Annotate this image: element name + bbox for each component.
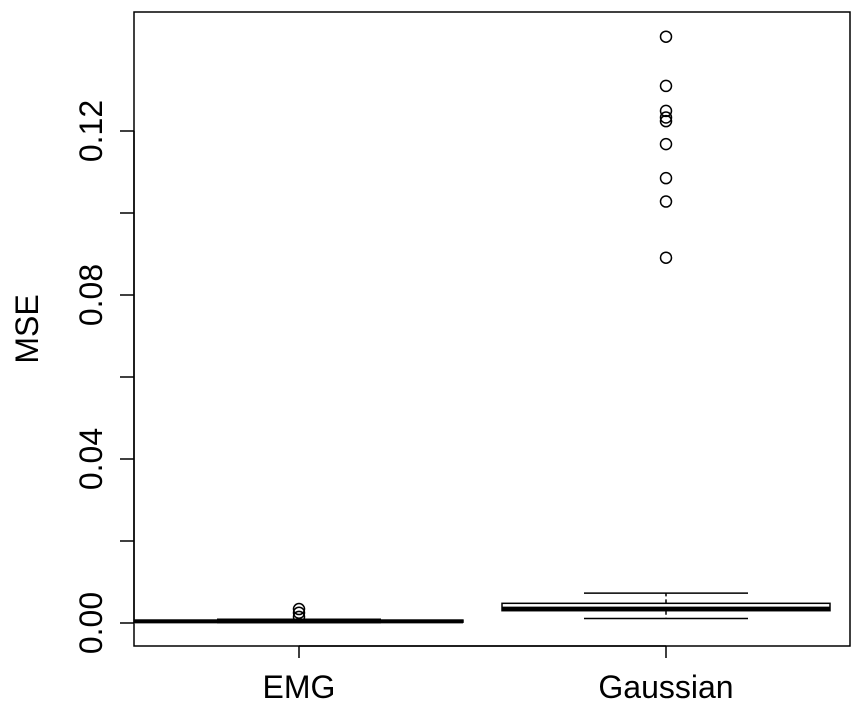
box-group (134, 30, 831, 624)
outlier-point (292, 602, 306, 616)
outlier-point (659, 111, 673, 124)
outlier-point (659, 30, 673, 43)
x-tick-label: Gaussian (598, 669, 733, 704)
outlier-point (292, 610, 306, 624)
outlier-point (659, 137, 673, 151)
x-tick-label: EMG (263, 669, 336, 704)
outlier-point (292, 606, 306, 619)
outlier-point (659, 104, 673, 118)
y-tick-label: 0.00 (73, 592, 109, 654)
y-axis-title: MSE (9, 294, 45, 363)
outlier-point (659, 195, 673, 208)
y-tick-label: 0.12 (73, 100, 109, 162)
y-axis: 0.00 0.04 0.08 0.12 (73, 100, 135, 654)
outlier-point (659, 79, 673, 93)
box-gaussian (501, 30, 831, 620)
outlier-point (659, 171, 673, 185)
plot-frame (133, 11, 851, 647)
y-tick-label: 0.04 (73, 428, 109, 490)
y-tick-label: 0.08 (73, 264, 109, 326)
outlier-point (659, 251, 673, 264)
x-axis: EMG Gaussian (263, 645, 734, 704)
box-emg (134, 602, 464, 624)
